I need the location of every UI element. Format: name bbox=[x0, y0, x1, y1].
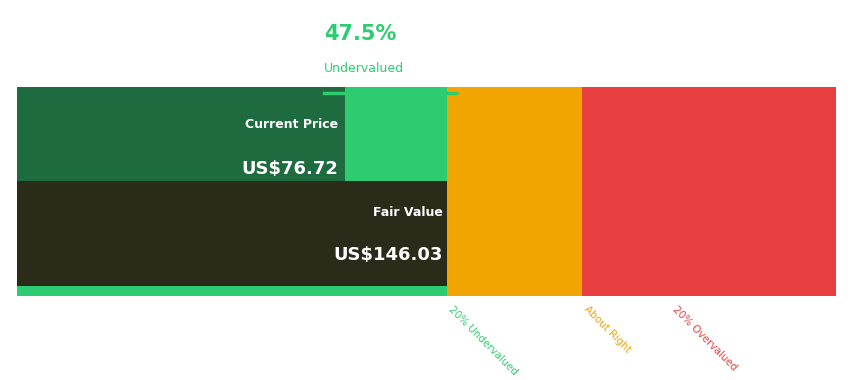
Bar bbox=[581, 87, 835, 296]
Text: US$146.03: US$146.03 bbox=[333, 245, 442, 264]
Text: Undervalued: Undervalued bbox=[324, 62, 404, 75]
Text: Current Price: Current Price bbox=[245, 118, 337, 131]
Bar bbox=[17, 87, 446, 296]
Text: About Right: About Right bbox=[581, 304, 632, 355]
Bar bbox=[17, 87, 344, 204]
Text: 20% Undervalued: 20% Undervalued bbox=[446, 304, 519, 377]
Text: 20% Overvalued: 20% Overvalued bbox=[671, 304, 739, 372]
Text: Fair Value: Fair Value bbox=[372, 206, 442, 219]
Bar bbox=[446, 87, 581, 296]
Bar bbox=[17, 182, 446, 286]
Text: 47.5%: 47.5% bbox=[324, 24, 396, 44]
Text: US$76.72: US$76.72 bbox=[240, 160, 337, 178]
